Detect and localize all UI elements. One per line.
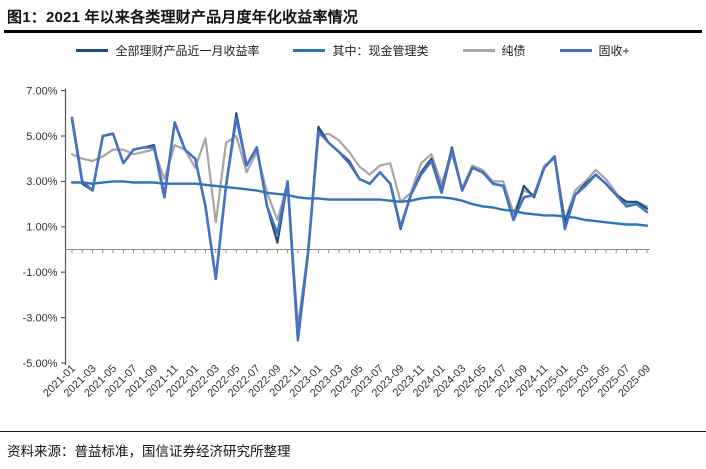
legend-item-fixed-income-plus: 固收+ <box>559 42 630 59</box>
svg-text:-3.00%: -3.00% <box>23 312 58 324</box>
svg-text:1.00%: 1.00% <box>26 222 57 234</box>
line-swatch-all-products <box>76 49 109 52</box>
svg-text:7.00%: 7.00% <box>26 85 57 97</box>
line-chart-canvas: 7.00%5.00%3.00%1.00%-1.00%-3.00%-5.00%20… <box>23 85 653 399</box>
chart-legend: 全部理财产品近一月收益率 其中：现金管理类 纯债 固收+ <box>0 42 706 59</box>
legend-label-fixed-income-plus: 固收+ <box>598 44 630 58</box>
source-divider-rule <box>0 431 706 433</box>
line-swatch-pure-bond <box>462 49 495 52</box>
line-swatch-cash-management <box>293 49 326 52</box>
legend-item-all-products: 全部理财产品近一月收益率 <box>76 42 259 59</box>
svg-text:-1.00%: -1.00% <box>23 267 58 279</box>
legend-label-cash-management: 其中：现金管理类 <box>332 44 429 58</box>
svg-text:3.00%: 3.00% <box>26 176 57 188</box>
legend-item-pure-bond: 纯债 <box>462 42 526 59</box>
legend-item-cash-management: 其中：现金管理类 <box>293 42 429 59</box>
title-divider-rule <box>4 30 702 33</box>
legend-label-all-products: 全部理财产品近一月收益率 <box>115 44 260 58</box>
line-swatch-fixed-income-plus <box>559 49 592 52</box>
svg-text:-5.00%: -5.00% <box>23 358 58 370</box>
svg-text:5.00%: 5.00% <box>26 131 57 143</box>
legend-label-pure-bond: 纯债 <box>501 44 526 58</box>
source-note: 资料来源：普益标准，国信证券经济研究所整理 <box>7 444 291 459</box>
figure-title: 图1：2021 年以来各类理财产品月度年化收益率情况 <box>7 9 359 26</box>
